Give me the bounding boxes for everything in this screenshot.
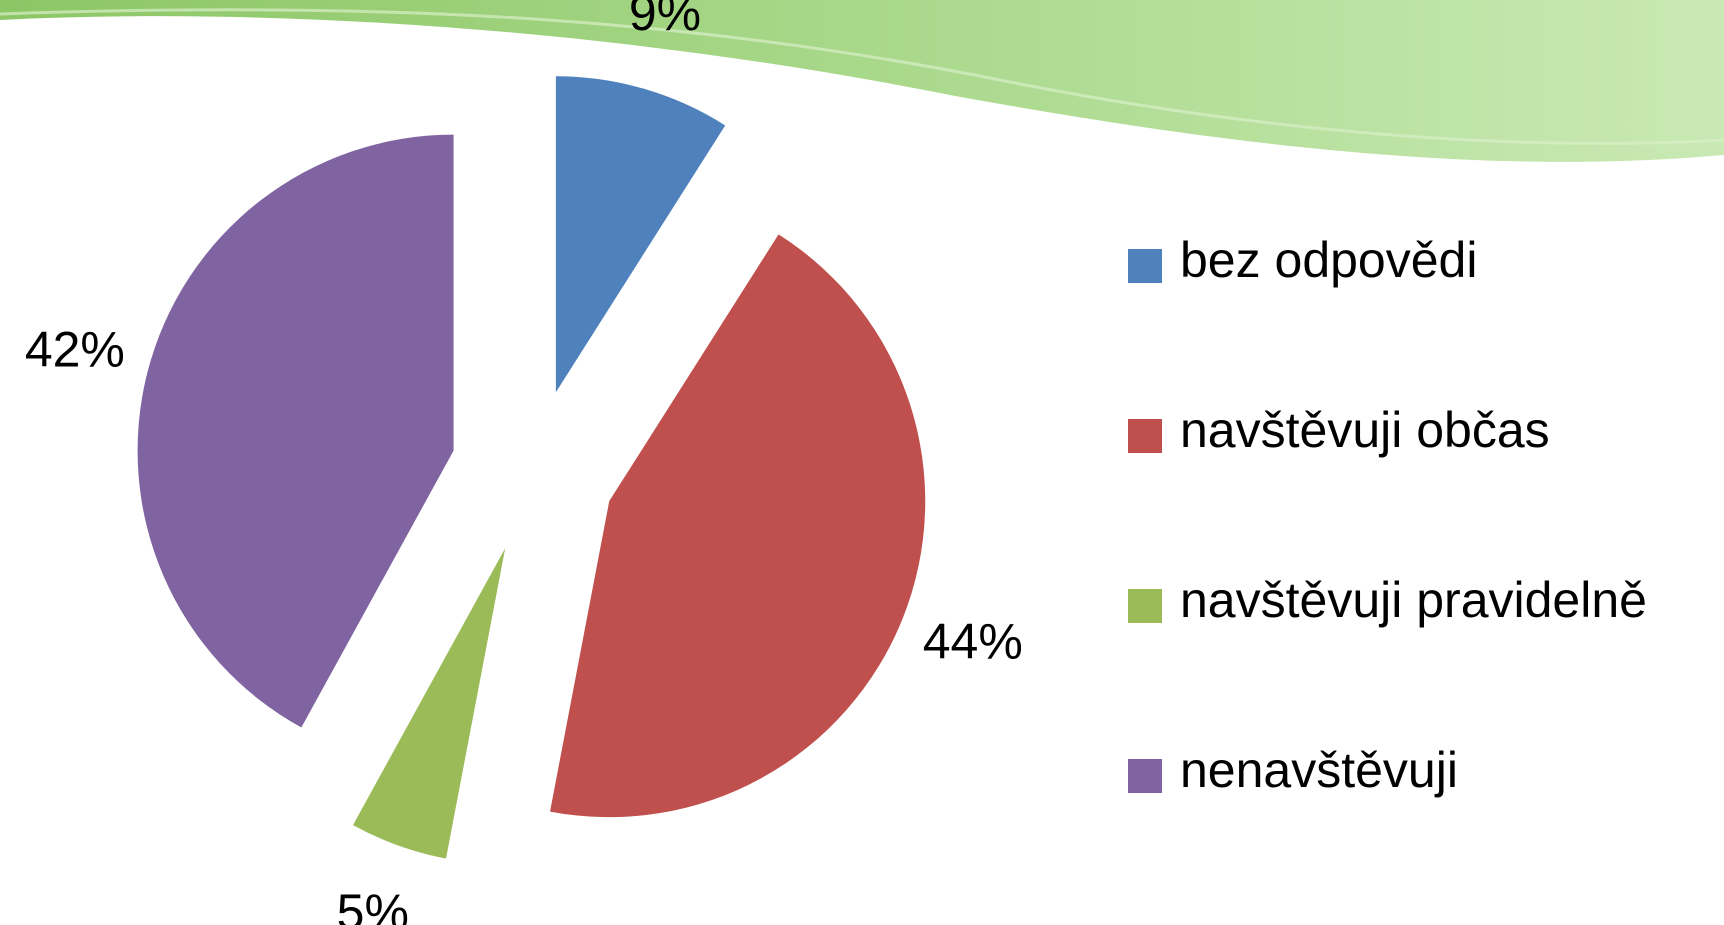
legend-swatch: [1128, 419, 1162, 453]
legend-label: navštěvuji občas: [1180, 402, 1550, 458]
legend-swatch: [1128, 589, 1162, 623]
pie: 9% 44% 5% 42%: [25, 0, 1023, 925]
data-label: 5%: [337, 884, 409, 925]
pie-slice: [550, 234, 926, 818]
pie-slice: [555, 76, 726, 393]
legend-label: nenavštěvuji: [1180, 742, 1458, 798]
pie-slice: [352, 548, 506, 859]
legend-label: bez odpovědi: [1180, 232, 1477, 288]
data-label: 44%: [923, 613, 1023, 669]
legend: bez odpovědi navštěvuji občas navštěvuji p…: [1128, 232, 1647, 798]
pie-slice: [137, 134, 454, 728]
data-label: 42%: [25, 322, 125, 378]
header-wave: [0, 0, 1724, 162]
header-wave-line: [0, 8, 1724, 145]
legend-swatch: [1128, 249, 1162, 283]
data-label: 9%: [629, 0, 701, 41]
legend-swatch: [1128, 759, 1162, 793]
legend-label: navštěvuji pravidelně: [1180, 572, 1647, 628]
